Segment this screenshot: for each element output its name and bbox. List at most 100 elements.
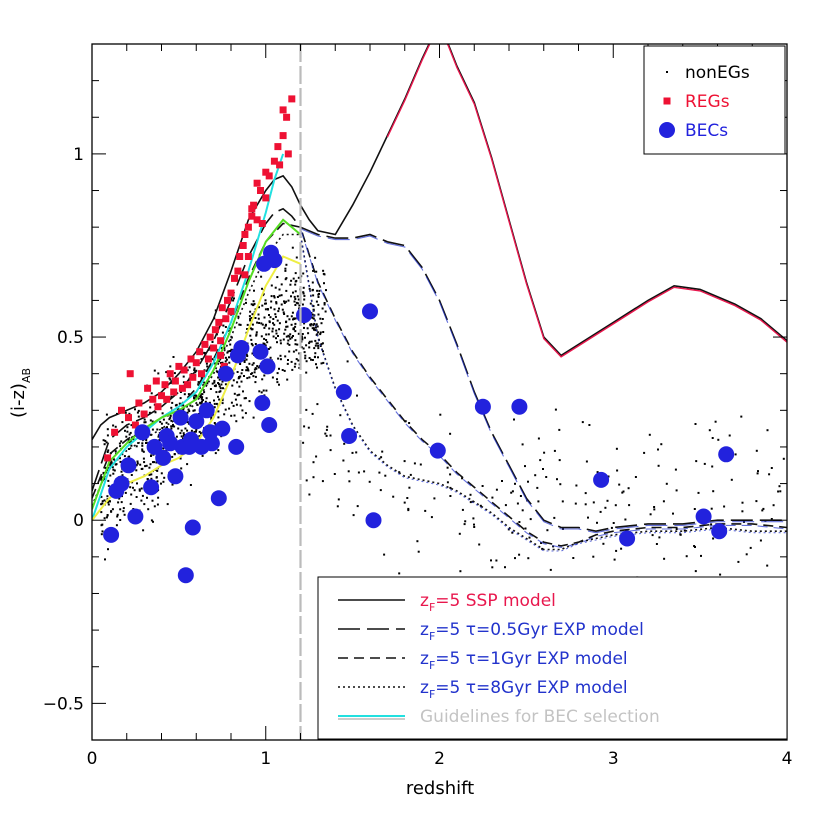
nonEG-point <box>292 335 294 337</box>
nonEG-point <box>136 411 139 414</box>
REG-point <box>184 381 192 389</box>
nonEG-point <box>128 412 131 415</box>
nonEG-point <box>301 338 304 341</box>
nonEG-point <box>430 516 433 519</box>
nonEG-point <box>228 329 231 332</box>
nonEG-point <box>101 502 104 505</box>
nonEG-point <box>285 300 288 303</box>
REG-point <box>104 454 112 462</box>
nonEG-point <box>150 477 153 480</box>
nonEG-point <box>469 501 472 504</box>
nonEG-point <box>308 340 311 343</box>
nonEG-point <box>157 435 160 438</box>
nonEG-point <box>241 409 244 412</box>
BEC-point <box>146 438 163 455</box>
nonEG-point <box>292 350 295 353</box>
nonEG-point <box>269 356 272 359</box>
nonEG-point <box>199 401 202 404</box>
nonEG-point <box>138 488 141 491</box>
REG-point <box>258 220 266 227</box>
nonEG-point <box>192 409 195 412</box>
nonEG-point <box>200 358 203 361</box>
BEC-point <box>184 519 201 536</box>
nonEG-point <box>120 470 123 473</box>
nonEG-point <box>772 504 775 507</box>
nonEG-point <box>203 381 206 384</box>
nonEG-point <box>261 323 264 326</box>
nonEG-point <box>280 303 283 306</box>
REG-point <box>175 362 183 370</box>
nonEG-point <box>218 360 221 363</box>
nonEG-point <box>176 408 179 411</box>
nonEG-point <box>218 398 221 401</box>
REG-point <box>253 216 261 224</box>
nonEG-point <box>337 498 340 501</box>
nonEG-point <box>534 474 537 477</box>
nonEG-point <box>273 308 276 311</box>
nonEG-point <box>119 460 122 463</box>
nonEG-point <box>217 395 219 398</box>
nonEG-point <box>276 276 279 279</box>
model-curve <box>92 233 787 551</box>
nonEG-point <box>253 302 256 305</box>
nonEG-point <box>254 317 257 319</box>
nonEG-point <box>286 378 289 381</box>
nonEG-point <box>110 510 113 513</box>
nonEG-point <box>521 509 524 512</box>
nonEG-point <box>319 317 322 320</box>
nonEG-point <box>403 460 406 463</box>
nonEG-point <box>147 508 150 511</box>
nonEG-point <box>304 357 307 360</box>
nonEG-point <box>123 455 126 458</box>
BEC-point <box>711 523 728 540</box>
nonEG-point <box>209 388 212 390</box>
nonEG-point <box>236 381 239 384</box>
legend-marker-REGs <box>663 97 671 105</box>
nonEG-point <box>107 484 110 487</box>
nonEG-point <box>310 358 312 361</box>
nonEG-point <box>463 523 466 526</box>
nonEG-point <box>124 411 127 414</box>
nonEG-point <box>552 545 555 548</box>
nonEG-point <box>100 495 103 498</box>
nonEG-point <box>264 324 267 327</box>
nonEG-point <box>101 530 104 533</box>
nonEG-point <box>129 431 132 434</box>
nonEG-point <box>592 555 595 558</box>
nonEG-point <box>245 358 248 361</box>
nonEG-point <box>217 416 220 419</box>
nonEG-point <box>461 508 464 511</box>
nonEG-point <box>294 330 297 333</box>
nonEG-point <box>303 425 306 428</box>
nonEG-point <box>712 537 715 540</box>
nonEG-point <box>621 491 624 494</box>
nonEG-point <box>202 399 204 402</box>
nonEG-point <box>135 445 138 448</box>
nonEG-point <box>536 486 539 489</box>
nonEG-point <box>541 547 544 550</box>
model-curve <box>92 222 787 547</box>
nonEG-point <box>294 325 297 328</box>
nonEG-point <box>123 513 126 516</box>
nonEG-point <box>249 310 252 313</box>
REG-point <box>234 267 242 275</box>
legend-z: z <box>420 678 429 698</box>
BEC-point <box>120 457 137 474</box>
nonEG-point <box>143 421 146 424</box>
nonEG-point <box>778 485 781 488</box>
nonEG-point <box>417 550 420 553</box>
nonEG-point <box>179 432 182 435</box>
nonEG-point <box>514 557 516 560</box>
nonEG-point <box>315 323 318 326</box>
nonEG-point <box>314 352 317 355</box>
BEC-point <box>695 508 712 525</box>
nonEG-point <box>141 444 144 447</box>
nonEG-point <box>103 499 106 502</box>
nonEG-point <box>504 504 507 507</box>
nonEG-point <box>740 415 743 418</box>
nonEG-point <box>712 490 715 493</box>
REG-point <box>189 373 197 381</box>
BEC-point <box>365 512 382 529</box>
legend-model-text: Guidelines for BEC selection <box>420 707 660 727</box>
nonEG-point <box>270 295 273 298</box>
